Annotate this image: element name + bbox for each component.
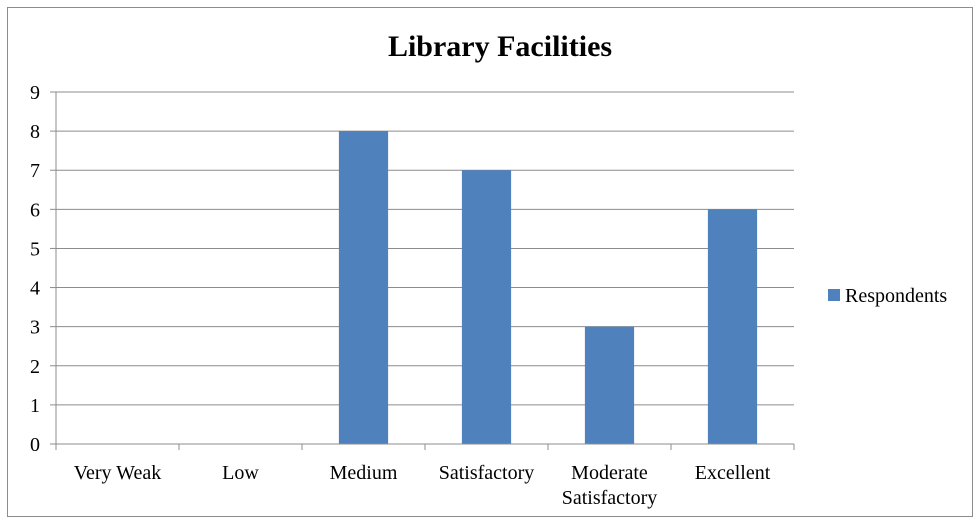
bar-excellent — [707, 209, 758, 444]
y-tick-label: 4 — [30, 278, 40, 300]
y-tick-label: 3 — [30, 317, 40, 339]
x-tick-label: Medium — [330, 462, 398, 484]
x-tick-label-line: Excellent — [695, 462, 771, 484]
y-tick-label: 5 — [30, 238, 40, 260]
x-tick-label-line: Satisfactory — [562, 487, 658, 509]
y-tick-label: 1 — [30, 395, 40, 417]
x-tick-label-line: Medium — [330, 462, 398, 484]
chart-title: Library Facilities — [388, 30, 612, 63]
y-tick-label: 9 — [30, 82, 40, 104]
x-tick-label: Very Weak — [74, 462, 161, 484]
gridlines — [56, 91, 794, 445]
bars — [338, 131, 758, 444]
y-axis: 0 1 2 3 4 5 6 7 8 9 — [30, 82, 57, 456]
x-axis: Very Weak Low Medium Satisfactory Moderate Sa… — [55, 443, 795, 509]
bar-satisfactory — [461, 170, 512, 444]
x-tick-label: Excellent — [695, 462, 771, 484]
x-tick-label: Low — [222, 462, 259, 484]
x-tick-label-line: Moderate — [571, 462, 648, 484]
y-tick-label: 6 — [30, 199, 40, 221]
x-tick-label: Satisfactory — [439, 462, 535, 484]
y-tick-label: 8 — [30, 121, 40, 143]
x-tick-label-line: Satisfactory — [439, 462, 535, 484]
y-tick-label: 0 — [30, 434, 40, 456]
legend: Respondents — [828, 285, 947, 307]
y-tick-label: 7 — [30, 160, 40, 182]
legend-swatch — [828, 289, 840, 301]
bar-moderate-satisfactory — [584, 326, 635, 444]
bar-medium — [338, 131, 389, 444]
y-tick-label: 2 — [30, 356, 40, 378]
x-tick-label-line: Very Weak — [74, 462, 161, 484]
legend-label: Respondents — [845, 285, 947, 307]
x-tick-label-line: Low — [222, 462, 259, 484]
x-tick-label: Moderate Satisfactory — [562, 462, 658, 509]
